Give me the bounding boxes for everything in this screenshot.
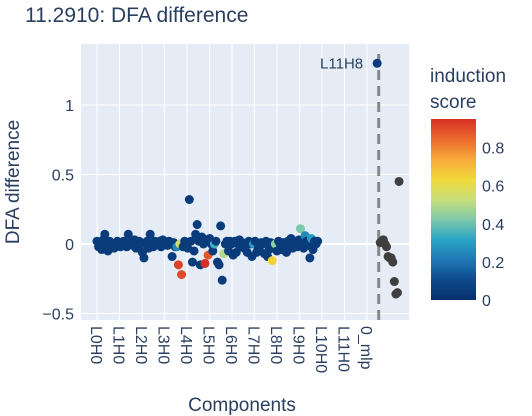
y-axis-title: DFA difference (3, 120, 24, 244)
x-tick-label: L10H0 (312, 326, 329, 373)
head-point (211, 236, 221, 246)
head-point (173, 260, 183, 270)
head-point (214, 260, 224, 270)
x-tick-label: L11H0 (335, 326, 352, 372)
head-point (167, 252, 177, 262)
head-point (192, 220, 202, 230)
head-point (313, 236, 323, 246)
colorbar-tick-label: 0.6 (482, 179, 504, 196)
head-point (295, 224, 305, 234)
x-axis-ticks: L0H0 L1H0 L2H0 L3H0 L4H0 L5H0 L6H0 L7H0 L8H0 L9H0… (87, 326, 374, 373)
x-tick-label: L5H0 (200, 326, 217, 364)
head-point (216, 221, 226, 231)
annotation-l11h8: L11H8 (320, 55, 363, 72)
y-tick-label: 0 (65, 237, 74, 254)
colorbar-title-line-2: score (430, 92, 476, 113)
y-axis-ticks: −0.5 0 0.5 1 (42, 98, 74, 324)
head-point (186, 236, 196, 246)
mlp-point (388, 257, 398, 267)
mlp-point (392, 288, 402, 298)
x-tick-label: L4H0 (177, 326, 194, 364)
head-point (217, 275, 227, 285)
head-point (123, 229, 133, 239)
x-axis-title: Components (188, 395, 296, 416)
plot-area (81, 44, 409, 320)
head-point (100, 229, 110, 239)
colorbar-tick-label: 0 (482, 293, 491, 310)
head-point (184, 195, 194, 205)
x-tick-label: L7H0 (245, 326, 262, 364)
mlp-point (389, 277, 399, 287)
y-tick-label: 1 (65, 98, 74, 115)
head-point (267, 256, 277, 266)
head-point (372, 58, 382, 68)
colorbar-title-line-1: induction (430, 66, 506, 87)
x-tick-label: L6H0 (222, 326, 239, 364)
y-tick-label: 0.5 (52, 168, 74, 185)
data-points (92, 58, 404, 299)
head-point (177, 270, 187, 280)
y-tick-label: −0.5 (42, 307, 74, 324)
colorbar-tick-label: 0.4 (482, 217, 504, 234)
colorbar-tick-label: 0.8 (482, 141, 504, 158)
head-point (139, 253, 149, 263)
x-tick-label: L8H0 (267, 326, 284, 364)
colorbar-legend: induction score 0 0.2 0.4 0.6 0.8 (430, 66, 506, 310)
head-point (145, 229, 155, 239)
head-point (305, 253, 315, 263)
head-point (189, 246, 199, 256)
head-point (208, 246, 218, 256)
colorbar-gradient (431, 119, 476, 300)
x-tick-label: L1H0 (110, 326, 127, 364)
x-tick-label: L2H0 (132, 326, 149, 364)
colorbar-tick-label: 0.2 (482, 255, 504, 272)
chart-title: 11.2910: DFA difference (25, 4, 248, 27)
head-point (200, 258, 210, 268)
head-point (187, 257, 197, 267)
colorbar-ticks: 0 0.2 0.4 0.6 0.8 (482, 141, 504, 310)
mlp-point (382, 242, 392, 252)
x-tick-label: 0_mlp (357, 326, 374, 370)
x-tick-label: L3H0 (155, 326, 172, 364)
x-tick-label: L0H0 (87, 326, 104, 364)
mlp-point (394, 176, 404, 186)
x-tick-label: L9H0 (290, 326, 307, 364)
